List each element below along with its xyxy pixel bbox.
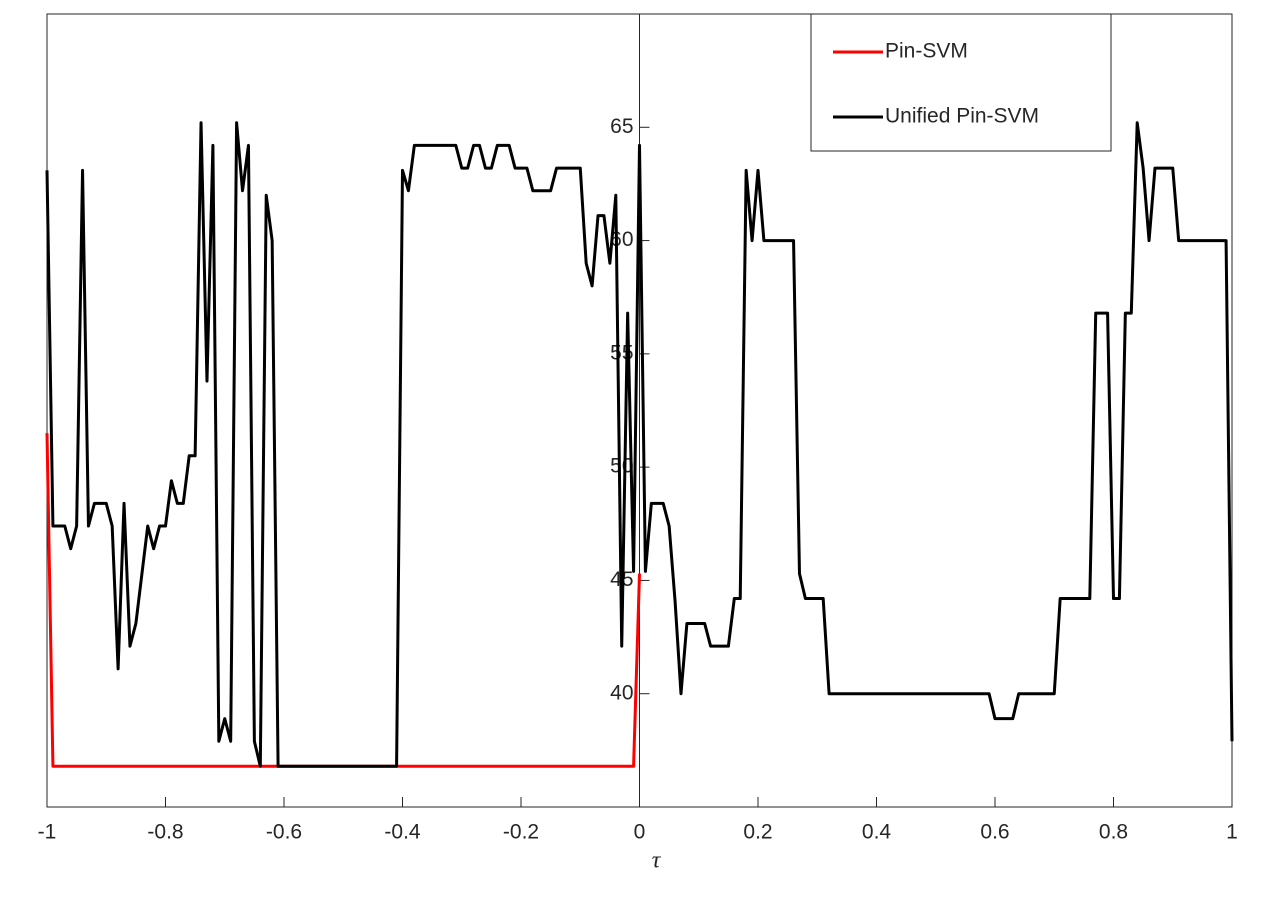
- legend-label: Pin-SVM: [885, 40, 968, 63]
- legend-label: Unified Pin-SVM: [885, 105, 1039, 128]
- legend-box: [810, 13, 1112, 152]
- x-tick-label: -1: [38, 821, 57, 844]
- x-tick-label: 0.4: [862, 821, 892, 844]
- x-tick-label: 1: [1226, 821, 1238, 844]
- y-tick-label: 65: [610, 115, 633, 138]
- x-tick-label: -0.8: [147, 821, 183, 844]
- x-axis-label: τ: [652, 848, 662, 874]
- x-tick-label: 0: [634, 821, 646, 844]
- y-tick-label: 40: [610, 681, 633, 704]
- x-tick-label: 0.2: [743, 821, 772, 844]
- x-tick-label: 0.8: [1099, 821, 1128, 844]
- x-tick-label: -0.4: [384, 821, 421, 844]
- x-tick-label: -0.6: [266, 821, 302, 844]
- x-tick-label: 0.6: [980, 821, 1009, 844]
- y-tick-label: 50: [610, 455, 633, 478]
- series-line: [45, 121, 1234, 768]
- x-tick-label: -0.2: [503, 821, 539, 844]
